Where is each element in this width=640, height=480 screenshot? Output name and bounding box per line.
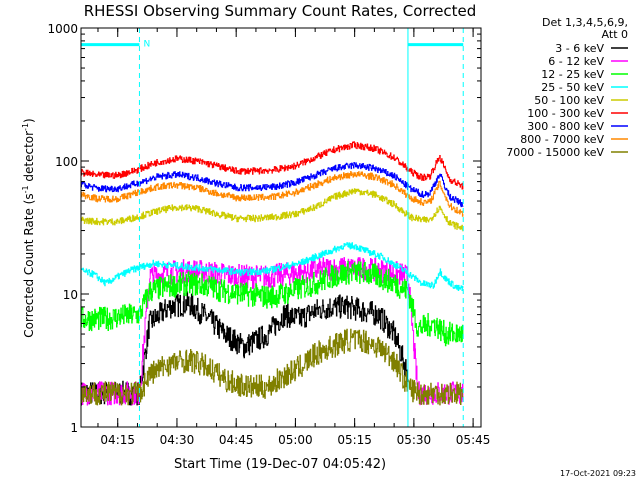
chart-title: RHESSI Observing Summary Count Rates, Co… — [84, 2, 477, 20]
series-line-3 — [81, 242, 464, 291]
footer-timestamp: 17-Oct-2021 09:23 — [560, 469, 636, 478]
x-tick-label: 05:30 — [397, 433, 432, 447]
legend-label-8: 7000 - 15000 keV — [506, 146, 604, 159]
x-tick-label: 05:45 — [456, 433, 491, 447]
series-layer — [81, 141, 464, 406]
legend-header-1: Det 1,3,4,5,6,9, — [542, 16, 628, 29]
series-line-4 — [81, 188, 464, 232]
x-tick-label: 04:15 — [100, 433, 135, 447]
night-marker-label: N — [143, 40, 150, 50]
legend-label-6: 300 - 800 keV — [527, 120, 604, 133]
y-tick-label: 10 — [63, 288, 78, 302]
y-tick-label: 100 — [55, 155, 78, 169]
x-tick-label: 05:15 — [337, 433, 372, 447]
legend-label-7: 800 - 7000 keV — [520, 133, 604, 146]
x-tick-label: 04:45 — [219, 433, 254, 447]
x-tick-label: 04:30 — [160, 433, 195, 447]
y-tick-label: 1 — [70, 421, 78, 435]
legend-label-2: 12 - 25 keV — [541, 68, 604, 81]
series-line-5 — [81, 141, 464, 190]
series-line-8 — [81, 328, 464, 406]
legend-header-2: Att 0 — [602, 28, 628, 41]
series-line-7 — [81, 171, 464, 217]
legend-label-5: 100 - 300 keV — [527, 107, 604, 120]
y-tick-label: 1000 — [47, 22, 78, 36]
series-line-6 — [81, 162, 464, 208]
x-tick-label: 05:00 — [278, 433, 313, 447]
legend-label-0: 3 - 6 keV — [555, 42, 604, 55]
legend-label-1: 6 - 12 keV — [548, 55, 604, 68]
y-axis: 1 10 100 1000 — [47, 22, 481, 435]
legend-label-4: 50 - 100 keV — [534, 94, 604, 107]
y-axis-label: Corrected Count Rate (s-1 detector-1) — [21, 118, 36, 337]
x-axis: 04:15 04:30 04:45 05:00 05:15 05:30 05:45 — [97, 28, 491, 447]
x-axis-label: Start Time (19-Dec-07 04:05:42) — [174, 457, 386, 472]
plot-frame — [80, 27, 482, 428]
legend-label-3: 25 - 50 keV — [541, 81, 604, 94]
series-line-2 — [81, 260, 464, 347]
